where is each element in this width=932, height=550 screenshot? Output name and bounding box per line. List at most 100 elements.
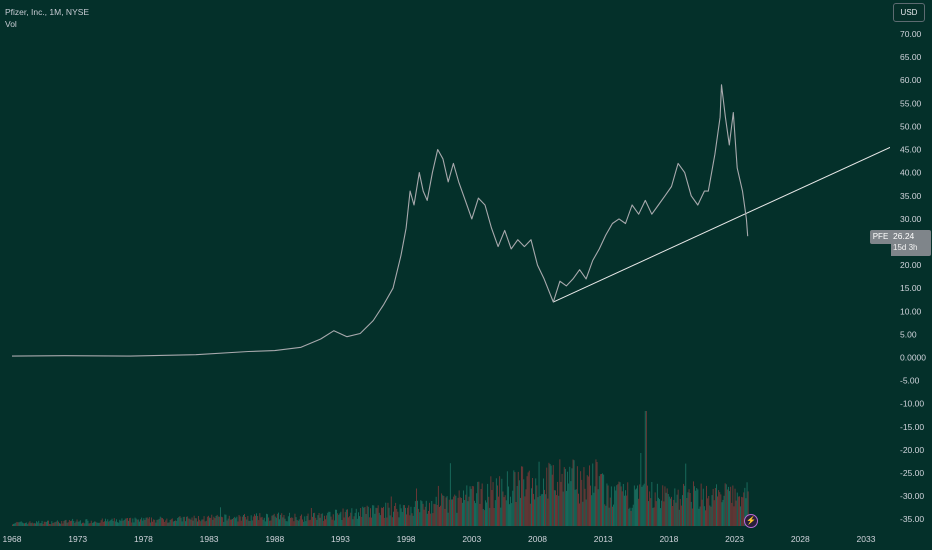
volume-bar bbox=[401, 511, 403, 526]
volume-bar bbox=[686, 498, 688, 526]
volume-bar bbox=[429, 502, 430, 526]
volume-bar bbox=[422, 503, 424, 526]
volume-bar bbox=[684, 485, 686, 526]
volume-bar bbox=[123, 520, 125, 526]
price-axis[interactable]: 70.00 65.00 60.00 55.00 50.00 45.00 40.00 35.00… bbox=[890, 0, 932, 528]
volume-bar bbox=[306, 515, 308, 526]
volume-bar bbox=[437, 485, 439, 526]
time-axis[interactable]: 1968 1973 1978 1983 1988 1993 1998 2003 2008 2013… bbox=[0, 528, 890, 550]
volume-bar bbox=[532, 478, 533, 526]
volume-bar bbox=[637, 485, 638, 526]
volume-bar bbox=[324, 515, 325, 526]
volume-bar bbox=[451, 499, 452, 526]
volume-bar bbox=[386, 517, 388, 526]
volume-bar bbox=[353, 516, 355, 526]
volume-bar bbox=[696, 488, 698, 526]
volume-bar bbox=[73, 521, 75, 526]
volume-bar bbox=[263, 517, 265, 526]
volume-bar bbox=[348, 517, 349, 526]
volume-bar bbox=[61, 521, 63, 526]
volume-bar bbox=[431, 501, 433, 526]
price-tick-label: 5.00 bbox=[900, 329, 917, 339]
volume-bar bbox=[373, 505, 375, 526]
volume-bar bbox=[254, 514, 255, 526]
trendline[interactable] bbox=[553, 142, 890, 303]
volume-bar bbox=[223, 521, 225, 526]
lightning-icon[interactable]: ⚡ bbox=[744, 514, 758, 528]
volume-bar bbox=[716, 484, 717, 526]
volume-bar bbox=[621, 491, 623, 526]
volume-bar bbox=[735, 500, 737, 526]
price-tick-label: 45.00 bbox=[900, 145, 922, 155]
price-tick-label: 40.00 bbox=[900, 168, 922, 178]
volume-bar bbox=[454, 494, 456, 526]
volume-bar bbox=[483, 510, 485, 526]
volume-bar bbox=[245, 517, 247, 526]
volume-bar bbox=[506, 471, 508, 526]
volume-bar bbox=[651, 482, 653, 526]
volume-bar bbox=[498, 496, 499, 526]
volume-bar bbox=[217, 516, 219, 526]
volume-bar bbox=[188, 518, 190, 526]
volume-bar bbox=[492, 482, 494, 526]
volume-bar bbox=[244, 513, 245, 526]
currency-button[interactable]: USD bbox=[893, 3, 925, 22]
volume-bar bbox=[608, 507, 610, 526]
volume-bar bbox=[90, 520, 92, 526]
volume-bar bbox=[378, 512, 380, 526]
price-chart[interactable] bbox=[0, 0, 890, 528]
volume-bar bbox=[452, 499, 453, 526]
volume-bar bbox=[456, 512, 458, 526]
volume-bar bbox=[676, 494, 678, 526]
volume-bar bbox=[220, 507, 221, 526]
volume-bar bbox=[549, 464, 551, 526]
volume-bar bbox=[663, 501, 665, 526]
volume-bar bbox=[531, 488, 532, 526]
volume-bar bbox=[682, 495, 683, 526]
volume-bar bbox=[528, 470, 530, 526]
volume-bar bbox=[88, 523, 90, 526]
volume-bar bbox=[568, 483, 570, 526]
volume-bar bbox=[45, 521, 47, 526]
volume-bar bbox=[327, 512, 329, 526]
volume-bar bbox=[178, 517, 180, 526]
volume-bar bbox=[118, 522, 120, 526]
volume-bar bbox=[745, 498, 747, 526]
volume-bar bbox=[658, 497, 659, 526]
volume-bar bbox=[596, 462, 598, 526]
volume-bar bbox=[491, 490, 493, 526]
volume-bar bbox=[633, 485, 635, 526]
volume-bar bbox=[553, 490, 555, 526]
volume-bar bbox=[272, 515, 274, 526]
volume-bar bbox=[439, 507, 440, 526]
volume-bar bbox=[579, 503, 580, 526]
volume-bar bbox=[490, 476, 492, 526]
volume-bar bbox=[72, 518, 74, 526]
volume-bar bbox=[282, 517, 284, 526]
volume-bar bbox=[262, 519, 264, 526]
volume-bar bbox=[434, 504, 436, 526]
volume-bar bbox=[62, 523, 64, 526]
volume-bar bbox=[474, 500, 475, 526]
volume-bar bbox=[157, 519, 159, 526]
time-tick-label: 1968 bbox=[3, 534, 22, 544]
price-series-line bbox=[11, 84, 749, 357]
volume-bar bbox=[513, 470, 515, 526]
volume-bar bbox=[590, 485, 591, 526]
volume-bar bbox=[734, 488, 736, 526]
time-tick-label: 2033 bbox=[857, 534, 876, 544]
volume-bar bbox=[395, 502, 397, 526]
volume-bar bbox=[251, 520, 253, 526]
volume-bar bbox=[556, 495, 557, 526]
volume-bar bbox=[77, 521, 79, 526]
volume-bar bbox=[202, 519, 204, 526]
volume-bar bbox=[660, 508, 661, 526]
time-tick-label: 2008 bbox=[528, 534, 547, 544]
volume-bar bbox=[176, 520, 178, 526]
volume-bar bbox=[203, 516, 205, 526]
volume-bar bbox=[499, 476, 501, 526]
volume-bar bbox=[105, 518, 106, 526]
volume-bar bbox=[134, 517, 136, 526]
volume-bar bbox=[190, 519, 192, 526]
volume-bar bbox=[56, 520, 58, 526]
